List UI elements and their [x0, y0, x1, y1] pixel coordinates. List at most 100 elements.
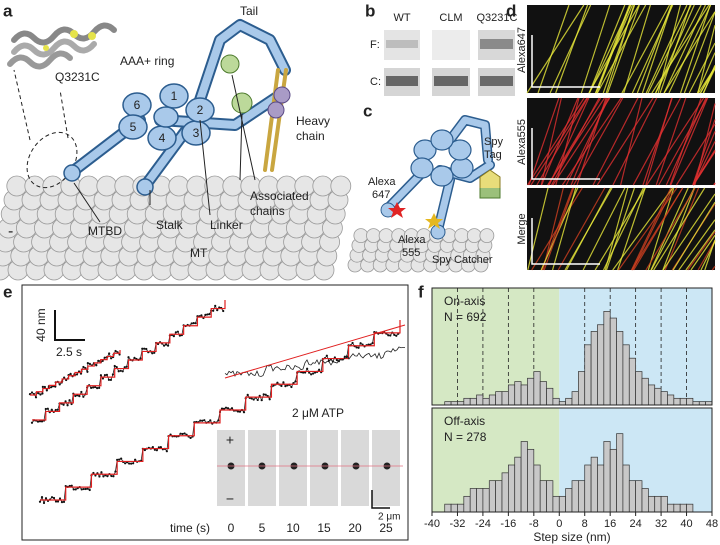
track: [697, 240, 716, 271]
hist-bar: [476, 394, 484, 406]
hist-bar: [527, 377, 535, 406]
hist-bar: [527, 448, 535, 513]
track: [527, 97, 585, 186]
tubulin: [114, 175, 136, 197]
trace-point: [282, 381, 285, 384]
ring-number: 6: [134, 98, 141, 112]
trace-point: [192, 322, 195, 325]
hist-bar: [520, 441, 528, 513]
hist-bar: [520, 384, 528, 406]
tubulin: [466, 228, 482, 244]
tubulin: [330, 175, 352, 197]
track: [606, 4, 640, 94]
trace-point: [242, 411, 246, 414]
x-tick-label: 0: [556, 518, 562, 530]
trace-point: [246, 393, 249, 396]
hist-bar: [648, 495, 656, 513]
trace-point: [172, 335, 175, 338]
tubulin: [366, 228, 381, 244]
x-tick-label: 40: [680, 518, 692, 530]
trace-point: [56, 408, 59, 411]
track: [526, 4, 585, 94]
track: [659, 4, 691, 94]
trace-point: [333, 356, 336, 359]
trace-point: [82, 395, 85, 398]
track: [685, 229, 716, 271]
trace-point: [133, 356, 136, 359]
time-tick-label: 25: [379, 521, 393, 535]
tubulin: [353, 228, 369, 244]
track: [696, 52, 716, 94]
hist-bar: [635, 480, 643, 513]
label: 647: [372, 189, 390, 201]
track: [592, 97, 639, 186]
step-fit: [30, 350, 121, 396]
n-label: N = 692: [444, 310, 487, 324]
trace-point: [224, 406, 228, 409]
trace-point: [119, 369, 122, 372]
plot-title: On-axis: [444, 294, 485, 308]
track: [655, 97, 687, 186]
trace-point: [393, 333, 396, 336]
trace-point: [164, 343, 168, 346]
trace-point: [60, 501, 64, 504]
step-fit: [40, 320, 401, 501]
trace-point: [206, 313, 209, 316]
track: [633, 187, 684, 271]
hist-bar: [609, 448, 617, 513]
trace-point: [294, 380, 297, 383]
trace-point: [125, 365, 128, 368]
step-fit: [32, 300, 226, 421]
trace-point: [78, 395, 81, 398]
trace-point: [70, 484, 73, 487]
trace-point: [52, 496, 56, 500]
track: [547, 97, 606, 186]
trace-point: [266, 394, 269, 398]
trace-point: [88, 362, 91, 365]
trace-point: [139, 357, 142, 360]
hist-bar: [558, 495, 566, 513]
track: [580, 4, 611, 94]
hist-bar: [450, 503, 458, 513]
label: AAA+ ring: [120, 54, 174, 68]
trace-point: [56, 500, 60, 503]
traces: [28, 300, 406, 505]
hist-bar: [648, 384, 656, 406]
trace-point: [143, 448, 146, 452]
trace-point: [41, 392, 44, 395]
trace-point: [302, 371, 305, 374]
trace-point: [123, 366, 126, 369]
trace-point: [50, 496, 54, 499]
track: [543, 187, 575, 271]
hist-bar: [508, 464, 516, 513]
trace-point: [351, 341, 354, 345]
hist-bar: [508, 384, 516, 406]
label: Associated: [250, 189, 309, 203]
trace-point: [43, 385, 46, 389]
trace-point: [256, 398, 259, 402]
trace-point: [153, 448, 156, 451]
label: Heavy: [296, 114, 330, 128]
time-tick-label: 15: [317, 521, 331, 535]
trace-point: [127, 356, 130, 359]
time-tick-label: 10: [286, 521, 300, 535]
panel-letter: d: [506, 1, 516, 20]
trace-point: [209, 419, 212, 422]
label: -: [8, 223, 13, 240]
trace-point: [153, 351, 156, 354]
track: [573, 97, 624, 186]
trace-point: [30, 391, 34, 394]
trace-point: [124, 462, 127, 465]
hist-bar: [609, 317, 617, 406]
trace-point: [103, 373, 107, 377]
construct-drawing: [380, 115, 501, 240]
trace-point: [92, 386, 95, 389]
hist-bar: [686, 397, 694, 406]
trace-point: [151, 445, 154, 449]
trace-point: [128, 462, 131, 465]
trace-point: [222, 407, 226, 410]
trace-point: [86, 487, 89, 490]
track: [663, 11, 716, 94]
trace-point: [37, 392, 40, 395]
